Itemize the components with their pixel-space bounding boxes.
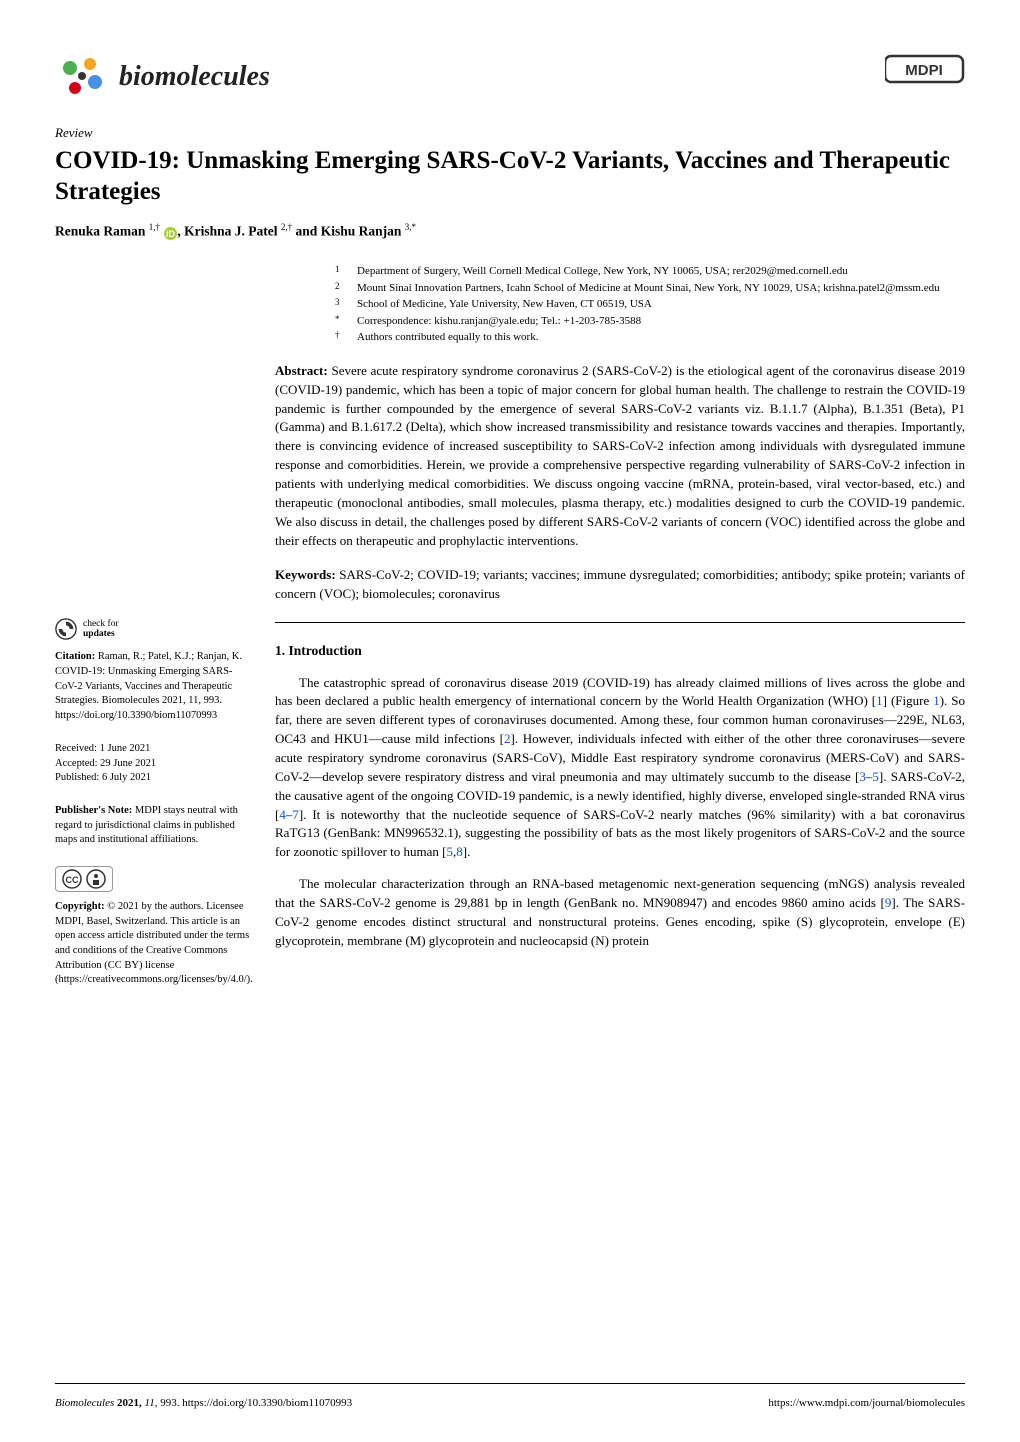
svg-text:CC: CC: [66, 875, 79, 885]
svg-text:iD: iD: [166, 229, 175, 239]
page-footer: Biomolecules 2021, 11, 993. https://doi.…: [55, 1383, 965, 1412]
journal-logo: biomolecules: [55, 50, 270, 104]
cc-icon: CC: [62, 869, 82, 889]
copyright-label: Copyright:: [55, 901, 105, 912]
copyright-text: © 2021 by the authors. Licensee MDPI, Ba…: [55, 901, 253, 985]
main-content: 1 Department of Surgery, Weill Cornell Me…: [275, 263, 965, 1383]
check-updates-label: check forupdates: [83, 619, 119, 640]
by-icon: [86, 869, 106, 889]
aff-text: School of Medicine, Yale University, New…: [357, 296, 652, 313]
abstract-label: Abstract:: [275, 363, 328, 378]
equal-contribution-row: † Authors contributed equally to this wor…: [335, 329, 965, 346]
keywords: Keywords: SARS-CoV-2; COVID-19; variants…: [275, 566, 965, 604]
author-sup: 2,†: [281, 222, 292, 232]
accepted-date: Accepted: 29 June 2021: [55, 757, 250, 772]
affiliations-list: 1 Department of Surgery, Weill Cornell Me…: [335, 263, 965, 346]
author-name: Krishna J. Patel: [184, 224, 277, 239]
page-header: biomolecules MDPI: [55, 50, 965, 104]
body-paragraph: The molecular characterization through a…: [275, 875, 965, 950]
aff-text: Mount Sinai Innovation Partners, Icahn S…: [357, 280, 940, 297]
body-paragraph: The catastrophic spread of coronavirus d…: [275, 674, 965, 862]
aff-text: Authors contributed equally to this work…: [357, 329, 538, 346]
cc-by-badge[interactable]: CC: [55, 866, 113, 892]
abstract: Abstract: Severe acute respiratory syndr…: [275, 362, 965, 550]
correspondence-row: * Correspondence: kishu.ranjan@yale.edu; …: [335, 313, 965, 330]
article-type: Review: [55, 124, 965, 143]
orcid-icon[interactable]: iD: [164, 226, 177, 239]
aff-sup: *: [335, 313, 347, 330]
published-date: Published: 6 July 2021: [55, 771, 250, 786]
aff-text: Correspondence: kishu.ranjan@yale.edu; T…: [357, 313, 641, 330]
footer-right[interactable]: https://www.mdpi.com/journal/biomolecule…: [768, 1396, 965, 1412]
article-title: COVID-19: Unmasking Emerging SARS-CoV-2 …: [55, 145, 965, 208]
affiliation-row: 1 Department of Surgery, Weill Cornell Me…: [335, 263, 965, 280]
section-heading: 1. Introduction: [275, 641, 965, 661]
svg-text:MDPI: MDPI: [905, 62, 943, 79]
body-text: The molecular characterization through a…: [275, 876, 965, 910]
footer-volume: 11: [145, 1397, 155, 1409]
sep: and: [296, 224, 321, 239]
affiliation-row: 2 Mount Sinai Innovation Partners, Icahn …: [335, 280, 965, 297]
mdpi-logo-icon: MDPI: [885, 50, 965, 86]
license-block: CC Copyright: © 2021 by the authors. Lic…: [55, 866, 250, 988]
dates-block: Received: 1 June 2021 Accepted: 29 June …: [55, 742, 250, 786]
footer-doi: , 993. https://doi.org/10.3390/biom11070…: [155, 1397, 352, 1409]
body-text: ] (Figure: [883, 693, 934, 708]
author-list: Renuka Raman 1,† iD , Krishna J. Patel 2…: [55, 221, 965, 241]
citation-block: Citation: Raman, R.; Patel, K.J.; Ranjan…: [55, 650, 250, 723]
keywords-text: SARS-CoV-2; COVID-19; variants; vaccines…: [275, 567, 965, 601]
footer-journal: Biomolecules: [55, 1397, 114, 1409]
citation-label: Citation:: [55, 651, 95, 662]
aff-sup: 2: [335, 280, 347, 297]
section-divider: [275, 622, 965, 623]
keywords-label: Keywords:: [275, 567, 336, 582]
abstract-text: Severe acute respiratory syndrome corona…: [275, 363, 965, 548]
received-date: Received: 1 June 2021: [55, 742, 250, 757]
body-text: ]. It is noteworthy that the nucleotide …: [275, 807, 965, 860]
author-sup: 3,*: [405, 222, 416, 232]
aff-sup: 1: [335, 263, 347, 280]
check-updates-icon: [55, 618, 77, 640]
publisher-note-block: Publisher's Note: MDPI stays neutral wit…: [55, 804, 250, 848]
footer-year: 2021,: [114, 1397, 144, 1409]
aff-sup: 3: [335, 296, 347, 313]
aff-text: Department of Surgery, Weill Cornell Med…: [357, 263, 848, 280]
affiliation-row: 3 School of Medicine, Yale University, Ne…: [335, 296, 965, 313]
check-updates-button[interactable]: check forupdates: [55, 618, 250, 640]
author-name: Kishu Ranjan: [321, 224, 402, 239]
author-name: Renuka Raman: [55, 224, 145, 239]
author-sup: 1,†: [149, 222, 160, 232]
note-label: Publisher's Note:: [55, 805, 132, 816]
aff-sup: †: [335, 329, 347, 346]
biomolecules-logo-icon: [55, 50, 109, 104]
footer-left: Biomolecules 2021, 11, 993. https://doi.…: [55, 1396, 352, 1412]
body-text: The catastrophic spread of coronavirus d…: [275, 675, 965, 709]
journal-name: biomolecules: [119, 57, 270, 98]
body-text: ].: [463, 844, 471, 859]
sidebar: check forupdates Citation: Raman, R.; Pa…: [55, 263, 250, 1383]
